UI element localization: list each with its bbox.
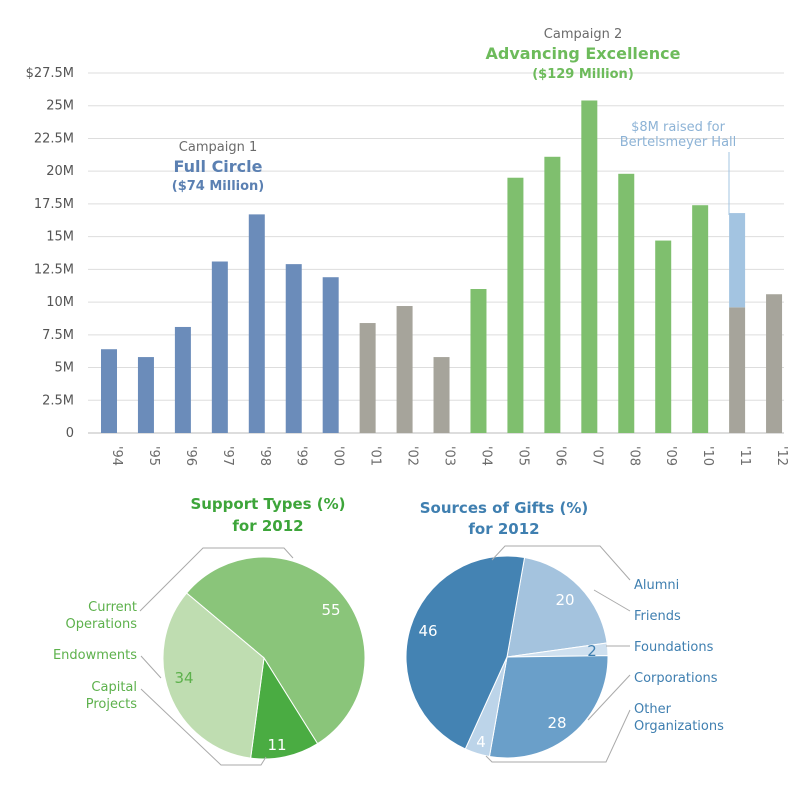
x-tick-label: '03 [442, 446, 457, 466]
bar-8 [396, 306, 413, 433]
x-tick-label: '12 [774, 446, 789, 466]
x-tick-label: '99 [294, 446, 309, 466]
y-tick-label: 2.5M [42, 393, 74, 408]
support-slice-capital-projects [250, 656, 319, 760]
sources-pie-title-line1: Sources of Gifts (%) [420, 499, 589, 517]
support-label-current-line2: Operations [66, 617, 138, 632]
support-slice-current-operations [185, 556, 366, 745]
y-tick-label: 7.5M [42, 328, 74, 343]
sources-pie-title-line2: for 2012 [468, 520, 539, 538]
x-tick-label: '07 [589, 446, 604, 466]
x-tick-label: '10 [700, 446, 715, 466]
sources-slice-corporations [488, 655, 609, 759]
x-tick-label: '94 [109, 446, 124, 466]
bar-2 [174, 326, 191, 433]
bar-series: '94 '95 '96 '97 '98 '99 '00 '01 '02 '03 '04 '05 '06 '… [101, 100, 789, 466]
bar-12 [544, 156, 561, 434]
support-pie-slices [162, 556, 366, 760]
x-tick-label: '95 [146, 446, 161, 466]
y-tick-label: 25M [46, 99, 74, 114]
support-types-pie: Support Types (%) for 2012 Current Opera… [53, 495, 366, 766]
x-tick-label: '11 [737, 446, 752, 466]
bar-11 [507, 177, 524, 433]
bar-3 [211, 261, 228, 433]
x-tick-label: '00 [331, 446, 346, 466]
x-tick-label: '08 [626, 446, 641, 466]
support-pie-title-line1: Support Types (%) [190, 495, 345, 513]
y-tick-label: 15M [46, 230, 74, 245]
campaign2-small-label: Campaign 2 [544, 27, 622, 42]
sources-label-friends: Friends [634, 609, 681, 624]
bar-5 [285, 264, 302, 433]
sources-value-corporations: 28 [547, 714, 566, 732]
x-tick-label: '05 [515, 446, 530, 466]
y-tick-label: 20M [46, 164, 74, 179]
campaign2-amount: ($129 Million) [532, 67, 634, 82]
x-tick-label: '98 [257, 446, 272, 466]
campaign1-name: Full Circle [174, 157, 263, 176]
y-tick-label: $27.5M [26, 66, 74, 81]
sources-pie-slices [405, 555, 609, 759]
y-tick-label: 12.5M [34, 262, 74, 277]
sources-label-alumni: Alumni [634, 578, 679, 593]
y-tick-label: 0 [66, 426, 74, 441]
support-pie-leaders [139, 547, 294, 766]
x-tick-label: '09 [663, 446, 678, 466]
campaign1-amount: ($74 Million) [172, 179, 265, 194]
support-slice-endowments [162, 592, 265, 759]
y-tick-label: 22.5M [34, 131, 74, 146]
sources-pie-leaders [485, 545, 631, 763]
y-tick-label: 5M [55, 361, 75, 376]
sources-label-other-line1: Other [634, 702, 672, 717]
campaign1-small-label: Campaign 1 [179, 140, 257, 155]
sources-slice-alumni [405, 555, 526, 750]
y-tick-label: 17.5M [34, 197, 74, 212]
bar-6 [322, 277, 339, 433]
bar-13 [581, 100, 598, 433]
support-label-capital-line2: Projects [86, 697, 137, 712]
bar-0 [101, 349, 117, 433]
sources-slice-friends [506, 556, 608, 658]
sources-label-foundations: Foundations [634, 640, 714, 655]
bar-16 [692, 205, 709, 433]
bar-annotations: Campaign 1 Full Circle ($74 Million) Cam… [172, 27, 737, 215]
bar-4 [248, 214, 265, 433]
x-tick-label: '04 [478, 446, 493, 466]
bar-17 [729, 307, 746, 433]
bar-18 [766, 294, 783, 433]
bertelsmeyer-note-line1: $8M raised for [631, 120, 725, 135]
sources-of-gifts-pie: Sources of Gifts (%) for 2012 Alumni Fri… [405, 499, 724, 763]
sources-value-alumni: 46 [418, 622, 437, 640]
bar-1 [137, 357, 154, 433]
support-value-current: 55 [321, 601, 340, 619]
bar-10 [470, 289, 487, 433]
support-label-capital-line1: Capital [91, 680, 137, 695]
sources-value-friends: 20 [555, 591, 574, 609]
support-value-endowments: 34 [174, 669, 193, 687]
bar-15 [655, 240, 672, 433]
sources-label-other-line2: Organizations [634, 719, 724, 734]
bar-17-bertelsmeyer-segment [729, 213, 746, 308]
bertelsmeyer-note-line2: Bertelsmeyer Hall [620, 135, 737, 150]
bar-7 [359, 323, 376, 433]
support-label-current-line1: Current [88, 600, 137, 615]
campaign2-name: Advancing Excellence [486, 44, 681, 63]
support-value-capital: 11 [267, 736, 286, 754]
x-tick-label: '96 [183, 446, 198, 466]
sources-value-other: 4 [476, 733, 486, 751]
sources-value-foundations: 2 [587, 642, 597, 660]
bar-9 [433, 357, 450, 433]
y-tick-label: 10M [46, 295, 74, 310]
bar-14 [618, 173, 635, 434]
support-label-endowments: Endowments [53, 648, 137, 663]
x-tick-label: '02 [405, 446, 420, 466]
sources-label-corporations: Corporations [634, 671, 718, 686]
x-tick-label: '97 [220, 446, 235, 466]
x-tick-label: '06 [552, 446, 567, 466]
support-pie-title-line2: for 2012 [232, 517, 303, 535]
x-tick-label: '01 [368, 446, 383, 466]
